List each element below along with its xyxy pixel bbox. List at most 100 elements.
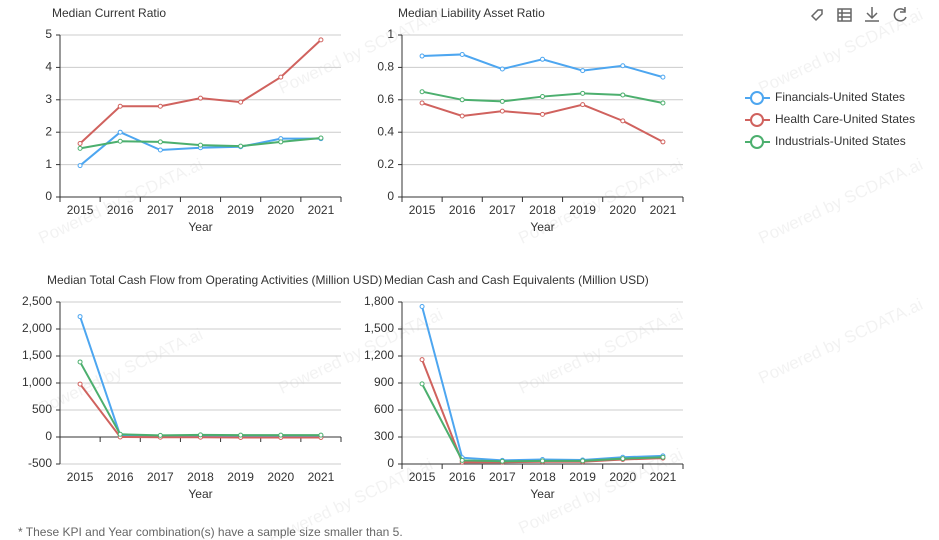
- tag-icon[interactable]: [810, 9, 823, 22]
- point: [77, 381, 83, 387]
- y-tick-label: 0.4: [377, 124, 394, 138]
- point: [238, 143, 244, 149]
- y-tick-label: 0.2: [377, 157, 394, 171]
- legend-label[interactable]: Health Care-United States: [775, 112, 915, 126]
- legend-label[interactable]: Financials-United States: [775, 90, 905, 104]
- y-tick-label: 2,500: [22, 294, 52, 308]
- chart-title: Median Cash and Cash Equivalents (Millio…: [384, 273, 649, 287]
- refresh-icon[interactable]: [893, 7, 907, 22]
- y-tick-label: 2,000: [22, 321, 52, 335]
- y-tick-label: 5: [45, 27, 52, 41]
- point: [157, 147, 163, 153]
- point: [318, 135, 324, 141]
- point: [157, 103, 163, 109]
- point: [198, 95, 203, 101]
- point: [157, 432, 163, 438]
- y-tick-label: 1: [45, 157, 52, 171]
- watermark: Powered by SCDATA.ai: [756, 295, 926, 388]
- x-tick-label: 2015: [67, 470, 94, 484]
- point: [278, 74, 284, 80]
- chart-title: Median Current Ratio: [52, 6, 166, 20]
- x-tick-label: 2017: [489, 203, 516, 217]
- x-tick-label: 2016: [449, 203, 476, 217]
- point: [117, 138, 123, 144]
- point: [318, 37, 324, 43]
- point: [157, 139, 163, 145]
- x-tick-label: 2021: [308, 203, 335, 217]
- point: [580, 458, 586, 464]
- watermark: Powered by SCDATA.ai: [516, 305, 686, 398]
- x-tick-label: 2021: [308, 470, 335, 484]
- x-tick-label: 2015: [409, 470, 436, 484]
- point: [77, 314, 83, 320]
- point: [419, 304, 425, 309]
- x-tick-label: 2016: [107, 470, 134, 484]
- x-tick-label: 2016: [107, 203, 134, 217]
- point: [660, 139, 666, 145]
- y-tick-label: 1,500: [22, 348, 52, 362]
- x-tick-label: 2020: [267, 470, 294, 484]
- y-tick-label: 1: [387, 27, 394, 41]
- y-tick-label: 4: [45, 60, 52, 74]
- x-tick-label: 2019: [569, 470, 596, 484]
- y-tick-label: 0.6: [377, 92, 394, 106]
- x-tick-label: 2018: [529, 203, 556, 217]
- point: [77, 163, 83, 169]
- point: [540, 56, 545, 62]
- x-tick-label: 2017: [489, 470, 516, 484]
- point: [278, 139, 284, 145]
- y-tick-label: 0: [387, 189, 394, 203]
- y-tick-label: 500: [32, 402, 52, 416]
- footnote: * These KPI and Year combination(s) have…: [18, 525, 403, 539]
- point: [660, 100, 666, 106]
- point: [77, 359, 83, 365]
- y-tick-label: 900: [374, 375, 394, 389]
- watermark: Powered by SCDATA.ai: [756, 5, 926, 98]
- chart-title: Median Liability Asset Ratio: [398, 6, 545, 20]
- x-tick-label: 2019: [227, 203, 254, 217]
- y-tick-label: 0: [45, 429, 52, 443]
- point: [540, 94, 545, 100]
- point: [238, 99, 244, 105]
- chart-title: Median Total Cash Flow from Operating Ac…: [47, 273, 382, 287]
- x-tick-label: 2020: [609, 203, 636, 217]
- y-tick-label: 3: [45, 92, 52, 106]
- point: [499, 108, 505, 114]
- point: [660, 74, 666, 80]
- point: [419, 381, 425, 387]
- x-tick-label: 2020: [609, 470, 636, 484]
- point: [620, 118, 626, 124]
- point: [580, 68, 586, 74]
- legend-label[interactable]: Industrials-United States: [775, 134, 906, 148]
- point: [117, 129, 123, 135]
- point: [540, 111, 545, 117]
- y-tick-label: 1,800: [364, 294, 394, 308]
- point: [238, 432, 244, 438]
- point: [580, 102, 586, 108]
- x-axis-title: Year: [188, 487, 212, 501]
- point: [278, 432, 284, 438]
- x-tick-label: 2020: [267, 203, 294, 217]
- x-tick-label: 2018: [529, 470, 556, 484]
- data-view-icon[interactable]: [837, 8, 852, 22]
- x-tick-label: 2016: [449, 470, 476, 484]
- x-tick-label: 2017: [147, 203, 174, 217]
- point: [117, 431, 123, 437]
- point: [459, 457, 465, 463]
- point: [77, 145, 83, 151]
- download-icon[interactable]: [865, 7, 879, 22]
- watermark: Powered by SCDATA.ai: [756, 155, 926, 248]
- x-tick-label: 2019: [569, 203, 596, 217]
- x-axis-title: Year: [188, 220, 212, 234]
- point: [117, 103, 123, 109]
- point: [499, 458, 505, 464]
- x-tick-label: 2019: [227, 470, 254, 484]
- y-tick-label: 1,200: [364, 348, 394, 362]
- x-tick-label: 2015: [67, 203, 94, 217]
- point: [318, 432, 324, 438]
- point: [459, 97, 465, 103]
- legend-marker: [750, 113, 764, 127]
- point: [419, 53, 425, 59]
- toolbar: [810, 7, 907, 22]
- y-tick-label: 2: [45, 124, 52, 138]
